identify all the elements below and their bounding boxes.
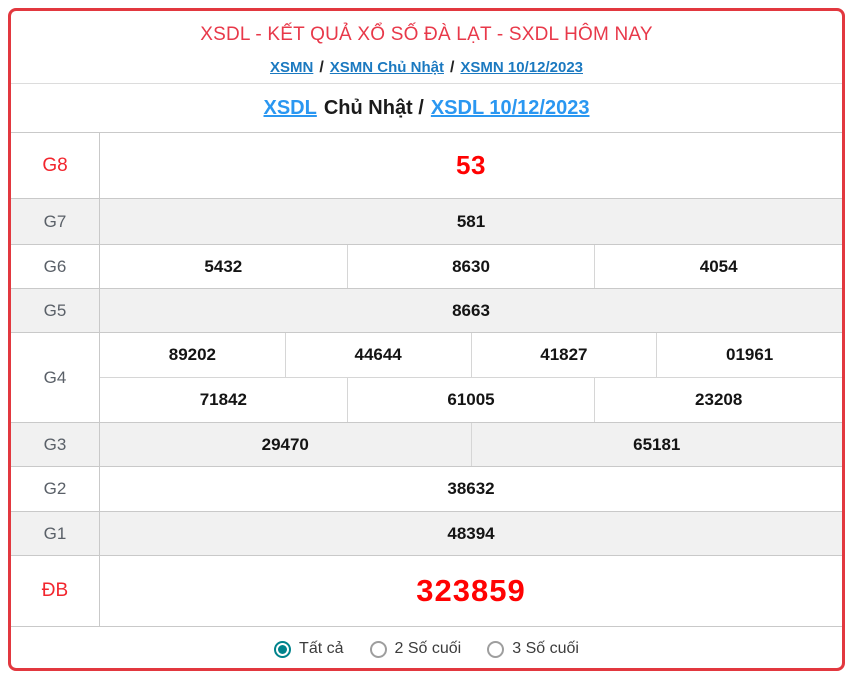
- prize-cell: 44644: [286, 333, 472, 377]
- header: XSDL - KẾT QUẢ XỔ SỐ ĐÀ LẠT - SXDL HÔM N…: [11, 11, 842, 84]
- radio-option-all[interactable]: Tất cả: [274, 640, 344, 658]
- row-label-g4: G4: [11, 333, 100, 422]
- table-row-g5: G5 8663: [11, 289, 842, 333]
- breadcrumb-separator: /: [319, 59, 324, 76]
- row-label-g5: G5: [11, 289, 100, 332]
- row-label-g8: G8: [11, 133, 100, 198]
- radio-option-label: 2 Số cuối: [394, 640, 462, 657]
- table-row-db: ĐB 323859: [11, 556, 842, 627]
- subheader-link-xsdl-date[interactable]: XSDL 10/12/2023: [430, 96, 590, 119]
- radio-option-label: 3 Số cuối: [512, 640, 579, 657]
- row-label-g6: G6: [11, 245, 100, 288]
- prize-cell: 8663: [452, 300, 490, 320]
- prize-cell: 38632: [447, 479, 495, 498]
- row-label-g2: G2: [11, 467, 100, 511]
- radio-icon[interactable]: [369, 640, 387, 658]
- breadcrumb-link-xsmn-date[interactable]: XSMN 10/12/2023: [460, 59, 583, 76]
- table-row-g3: G3 29470 65181: [11, 423, 842, 467]
- breadcrumb: XSMN / XSMN Chủ Nhật / XSMN 10/12/2023: [11, 59, 842, 77]
- row-label-g1: G1: [11, 512, 100, 555]
- breadcrumb-link-xsmn-chu-nhat[interactable]: XSMN Chủ Nhật: [329, 59, 444, 76]
- prize-cell: 53: [456, 150, 486, 180]
- radio-option-3-so-cuoi[interactable]: 3 Số cuối: [487, 640, 579, 658]
- table-row-g4: G4 89202 44644 41827 01961 71842 61005 2…: [11, 333, 842, 423]
- page-title: XSDL - KẾT QUẢ XỔ SỐ ĐÀ LẠT - SXDL HÔM N…: [200, 24, 653, 45]
- prize-cell: 323859: [416, 573, 526, 608]
- table-row-g7: G7 581: [11, 199, 842, 245]
- prize-cell: 48394: [447, 523, 495, 543]
- prize-cell: 41827: [472, 333, 658, 377]
- prize-cell: 71842: [100, 378, 348, 422]
- prize-cell: 23208: [695, 390, 743, 409]
- table-row-g8: G8 53: [11, 133, 842, 199]
- filter-options: Tất cả 2 Số cuối 3 Số cuối: [11, 627, 842, 668]
- prize-cell: 4054: [699, 256, 738, 276]
- row-label-g3: G3: [11, 423, 100, 466]
- prize-cell: 5432: [100, 245, 348, 288]
- table-row-g2: G2 38632: [11, 467, 842, 512]
- prize-cell: 581: [456, 211, 486, 231]
- lottery-results-panel: XSDL - KẾT QUẢ XỔ SỐ ĐÀ LẠT - SXDL HÔM N…: [8, 8, 845, 671]
- radio-selected-icon[interactable]: [274, 640, 292, 658]
- subheader-link-xsdl[interactable]: XSDL: [263, 96, 317, 119]
- prize-cell: 89202: [100, 333, 286, 377]
- prize-cell: 01961: [725, 345, 774, 364]
- table-row-g1: G1 48394: [11, 512, 842, 556]
- row-label-g7: G7: [11, 199, 100, 244]
- prize-cell: 29470: [100, 423, 472, 466]
- radio-option-label: Tất cả: [299, 640, 344, 657]
- radio-option-2-so-cuoi[interactable]: 2 Số cuối: [369, 640, 462, 658]
- row-label-db: ĐB: [11, 556, 100, 626]
- radio-icon[interactable]: [487, 640, 505, 658]
- prize-cell: 8630: [348, 245, 596, 288]
- prize-cell: 61005: [348, 378, 596, 422]
- breadcrumb-link-xsmn[interactable]: XSMN: [270, 59, 314, 76]
- table-row-g6: G6 5432 8630 4054: [11, 245, 842, 289]
- subheader-text: Chủ Nhật /: [323, 96, 424, 119]
- breadcrumb-separator: /: [449, 59, 455, 76]
- results-table: G8 53 G7 581 G6 5432 8630 4054 G5 8663: [11, 133, 842, 627]
- subheader: XSDL Chủ Nhật / XSDL 10/12/2023: [11, 84, 842, 133]
- prize-cell: 65181: [633, 434, 681, 454]
